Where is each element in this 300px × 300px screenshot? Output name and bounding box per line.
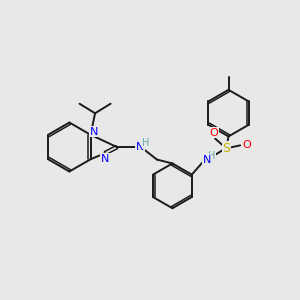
Text: N: N: [90, 127, 98, 137]
Text: H: H: [208, 151, 215, 161]
Text: O: O: [243, 140, 251, 150]
Text: O: O: [209, 128, 218, 137]
Text: S: S: [222, 142, 230, 155]
Text: N: N: [136, 142, 144, 152]
Text: H: H: [142, 138, 149, 148]
Text: N: N: [202, 155, 211, 165]
Text: N: N: [101, 154, 110, 164]
